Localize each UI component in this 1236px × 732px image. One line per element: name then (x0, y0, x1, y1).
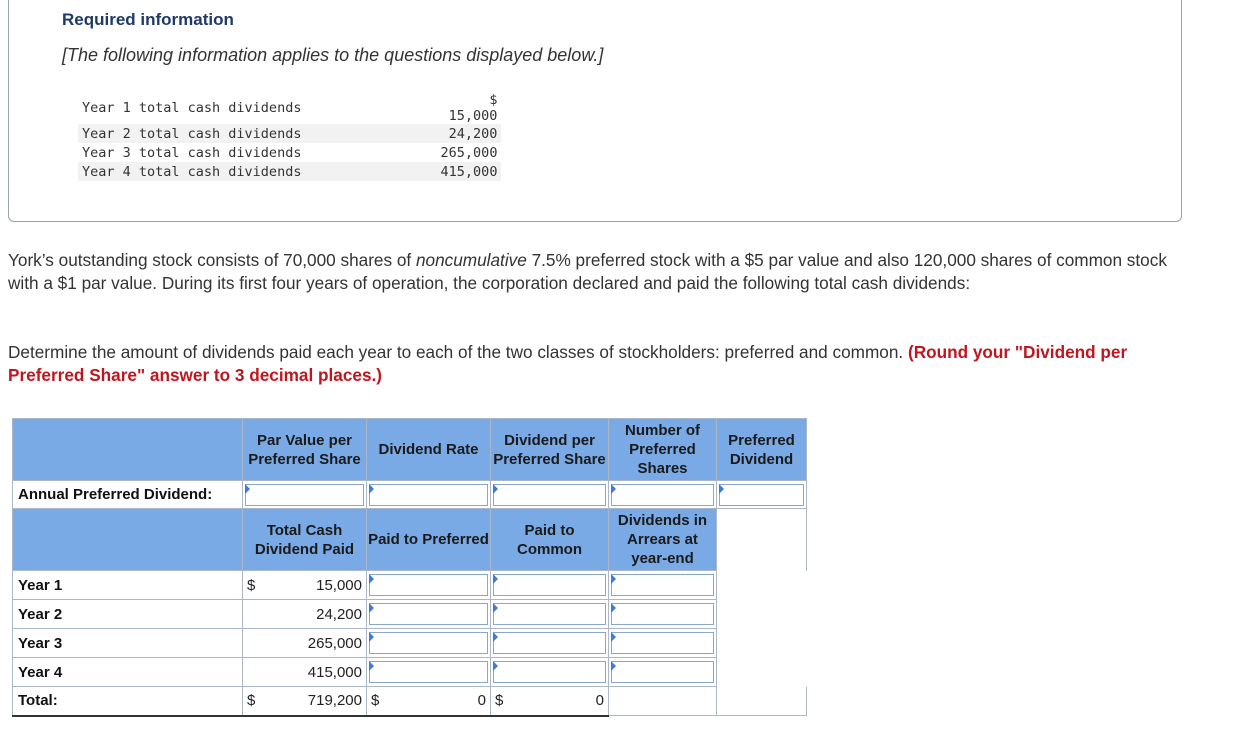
year-row: Year 1 $15,000 (12, 570, 807, 600)
dividend-row: Year 1 total cash dividends $ 15,000 (78, 92, 501, 124)
header-par-value: Par Value per Preferred Share (242, 418, 367, 481)
year-label: Year 1 (12, 570, 243, 600)
header-total-cash-dividend: Total Cash Dividend Paid (242, 508, 367, 571)
total-label: Total: (12, 686, 243, 717)
dividend-amount: 415,000 (433, 162, 502, 181)
dividend-amount: $ 15,000 (448, 92, 498, 124)
dividend-label: Year 1 total cash dividends (82, 100, 302, 116)
total-cash-dividend: 15,000 (316, 576, 362, 594)
cash-dividends-list: Year 1 total cash dividends $ 15,000 Year… (78, 92, 502, 181)
annual-preferred-row: Annual Preferred Dividend: (12, 480, 807, 509)
dividend-amount: 265,000 (440, 144, 498, 161)
dividend-row: Year 4 total cash dividends 415,000 (78, 162, 502, 181)
paid-to-preferred-input[interactable] (369, 603, 488, 625)
paid-to-preferred-input[interactable] (369, 632, 488, 654)
header-paid-to-preferred: Paid to Preferred (366, 508, 491, 571)
paid-to-common-input[interactable] (493, 574, 606, 596)
total-row: Total: $719,200 $0 $0 (12, 686, 807, 717)
year-row: Year 2 24,200 (12, 599, 807, 629)
required-information-subtitle: [The following information applies to th… (62, 45, 604, 65)
dividend-rate-input[interactable] (369, 483, 488, 506)
arrears-input[interactable] (611, 661, 714, 683)
header-dividend-rate: Dividend Rate (366, 418, 491, 481)
total-preferred-sum: 0 (477, 692, 486, 710)
yearly-header-row: Total Cash Dividend Paid Paid to Preferr… (12, 508, 807, 571)
total-cash-dividend: 24,200 (316, 605, 362, 623)
arrears-input[interactable] (611, 603, 714, 625)
year-label: Year 4 (12, 657, 243, 687)
header-dividends-in-arrears: Dividends in Arrears at year-end (608, 508, 717, 571)
header-dividend-per-share: Dividend per Preferred Share (490, 418, 609, 481)
dividend-per-share-input[interactable] (493, 483, 606, 506)
dividend-row: Year 3 total cash dividends 265,000 (78, 143, 501, 162)
header-number-of-shares: Number of Preferred Shares (608, 418, 717, 481)
annual-preferred-label: Annual Preferred Dividend: (12, 480, 243, 509)
dividend-label: Year 2 total cash dividends (78, 124, 306, 143)
required-information-panel (8, 0, 1182, 222)
year-row: Year 3 265,000 (12, 628, 807, 658)
dividend-row: Year 2 total cash dividends 24,200 (78, 124, 502, 143)
par-value-input[interactable] (245, 483, 364, 506)
required-information-title: Required information (62, 10, 234, 29)
year-label: Year 3 (12, 628, 243, 658)
paid-to-common-input[interactable] (493, 632, 606, 654)
dividend-amount: 24,200 (433, 124, 502, 143)
paid-to-common-input[interactable] (493, 603, 606, 625)
header-paid-to-common: Paid to Common (490, 508, 609, 571)
dividend-label: Year 4 total cash dividends (78, 162, 306, 181)
total-cash-sum: 719,200 (307, 692, 362, 710)
total-common-sum: 0 (595, 692, 604, 710)
total-cash-dividend: 265,000 (307, 634, 362, 652)
instructions: Determine the amount of dividends paid e… (8, 342, 1128, 385)
preferred-dividend-input[interactable] (719, 483, 804, 506)
dividend-label: Year 3 total cash dividends (82, 144, 302, 161)
arrears-input[interactable] (611, 574, 714, 596)
paid-to-preferred-input[interactable] (369, 661, 488, 683)
total-cash-dividend: 415,000 (307, 663, 362, 681)
rounding-instruction: (Round your "Dividend per Preferred Shar… (8, 342, 1128, 385)
paid-to-preferred-input[interactable] (369, 574, 488, 596)
year-label: Year 2 (12, 599, 243, 629)
number-of-shares-input[interactable] (611, 483, 714, 506)
arrears-input[interactable] (611, 632, 714, 654)
dividend-worksheet: Par Value per Preferred Share Dividend R… (12, 418, 807, 717)
problem-statement: York’s outstanding stock consists of 70,… (8, 250, 1167, 293)
paid-to-common-input[interactable] (493, 661, 606, 683)
preferred-header-row: Par Value per Preferred Share Dividend R… (12, 418, 807, 481)
header-preferred-dividend: Preferred Dividend (716, 418, 807, 481)
year-row: Year 4 415,000 (12, 657, 807, 687)
